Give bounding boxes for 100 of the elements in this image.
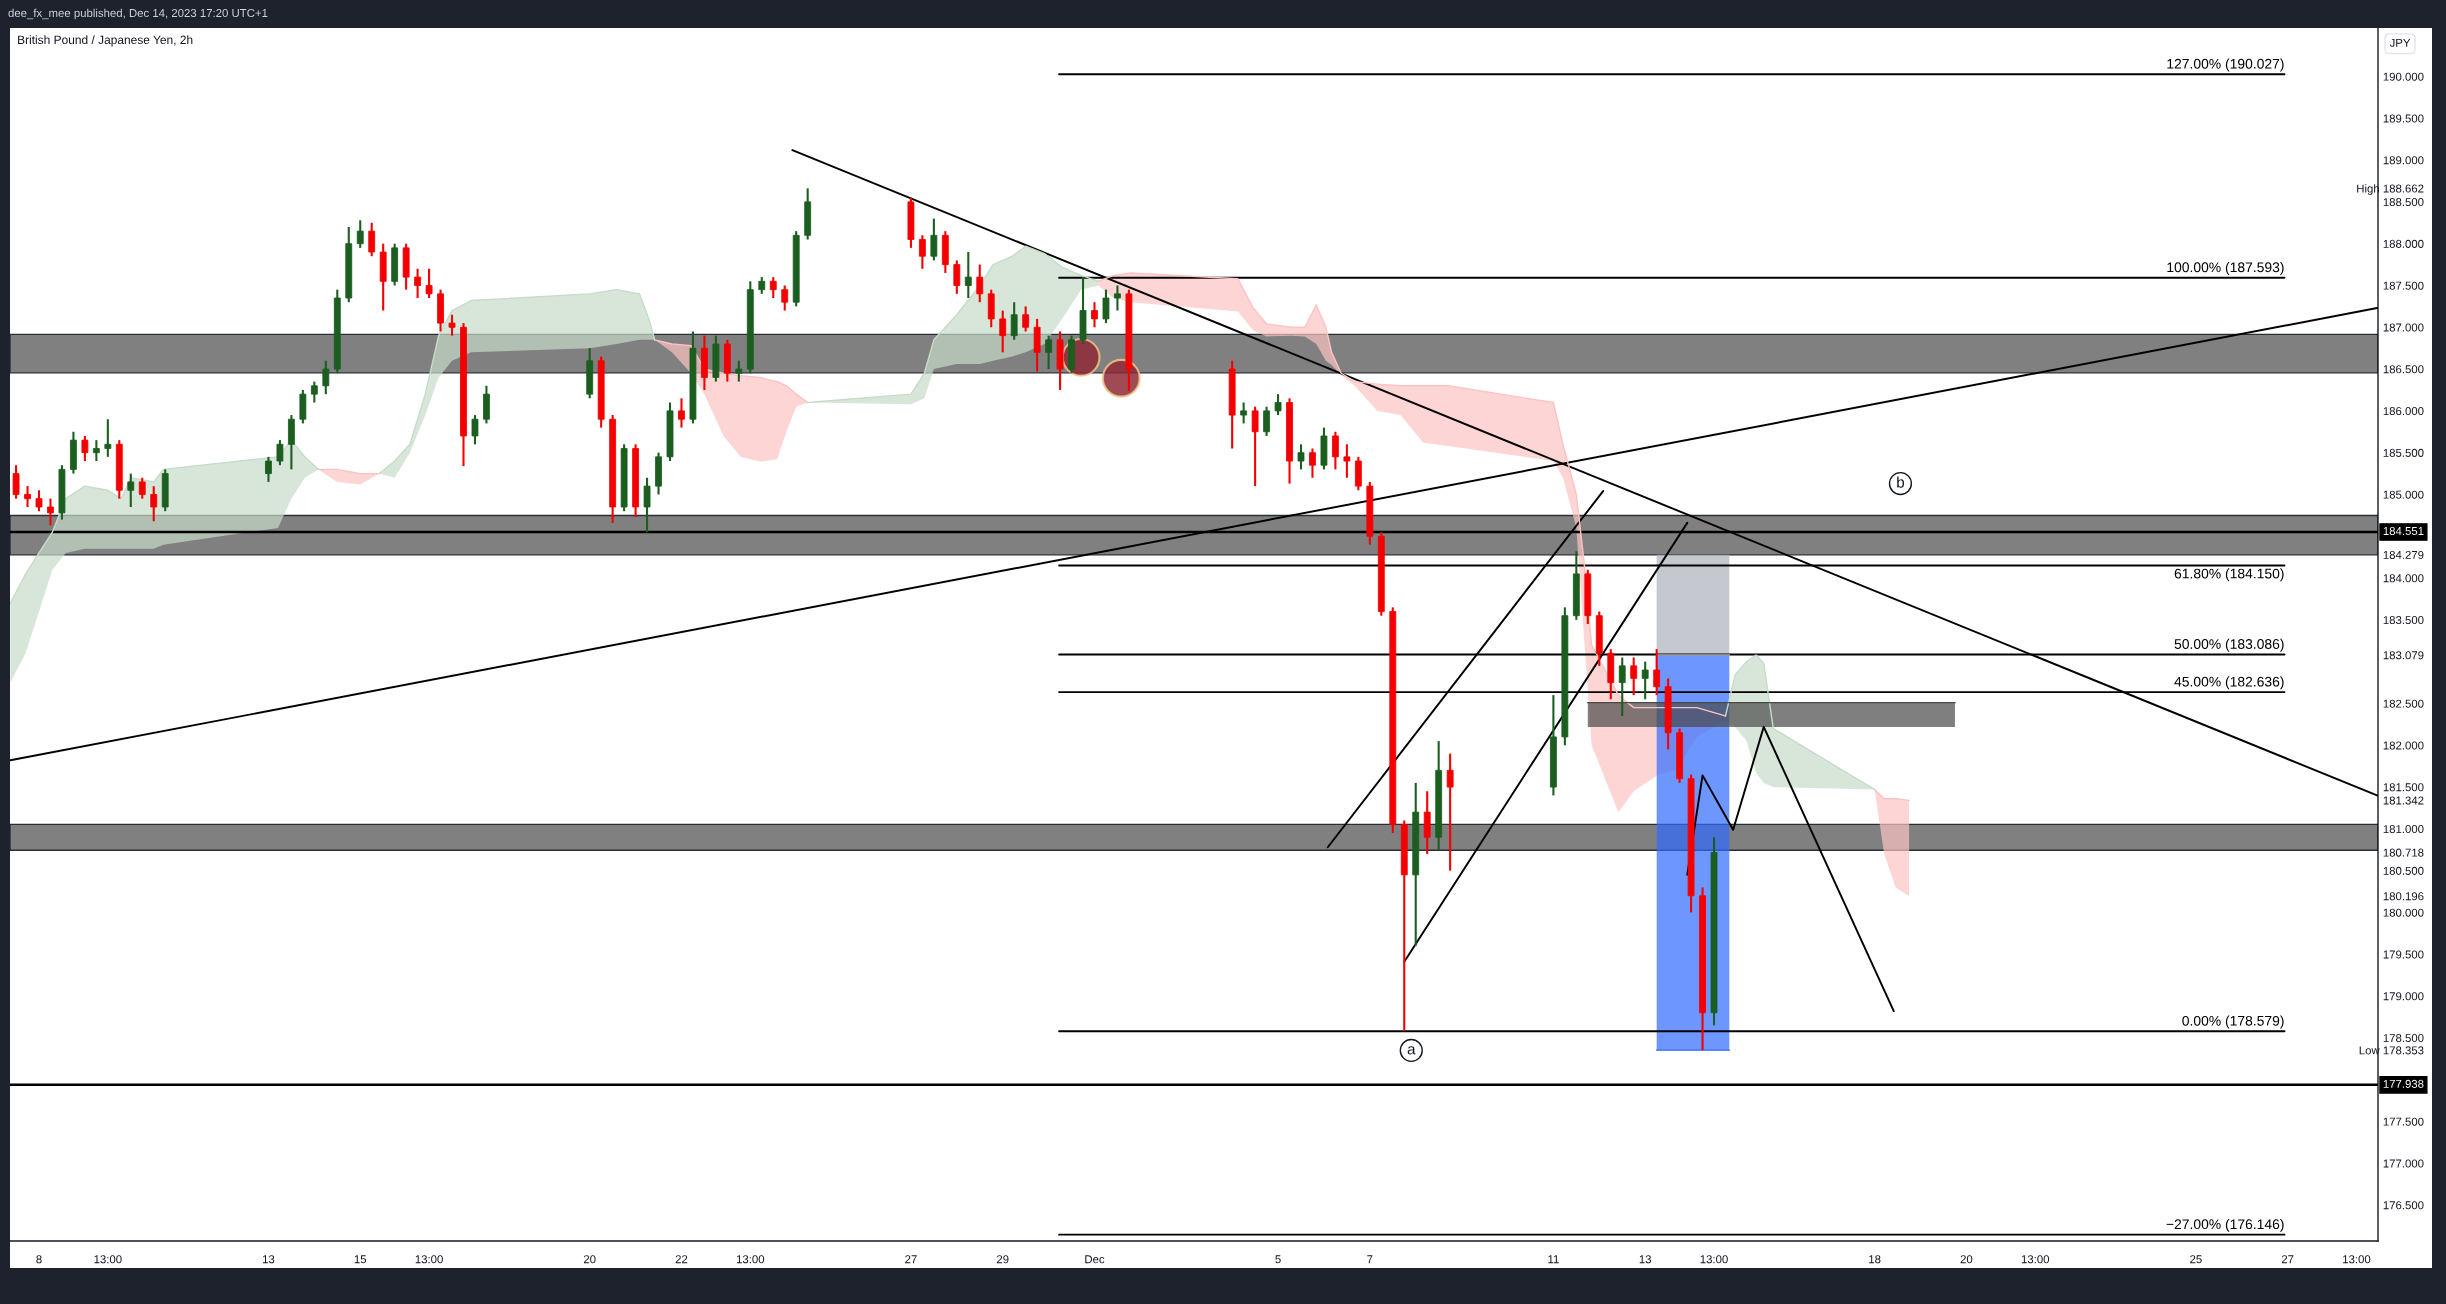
candlestick: [368, 221, 376, 258]
y-tick-label: 189.000: [2383, 156, 2424, 165]
candlestick: [12, 464, 20, 500]
x-tick-label: 8: [36, 1255, 42, 1264]
candlestick: [448, 313, 456, 337]
y-tick-label: 184.000: [2383, 574, 2424, 583]
series-label: 100.00% (187.593): [2167, 261, 2284, 275]
candlestick: [425, 267, 433, 300]
y-tick-label: 180.500: [2383, 866, 2424, 875]
y-tick-label: 180.000: [2383, 908, 2424, 917]
candlestick: [976, 263, 984, 304]
series-label: 50.00% (183.086): [2174, 638, 2284, 652]
y-tick-label: 180.718: [2383, 848, 2424, 857]
candlestick: [1045, 334, 1052, 371]
text: British Pound / Japanese Yen, 2h: [18, 35, 193, 47]
x-tick-label: 15: [354, 1255, 367, 1264]
candlestick: [1263, 405, 1270, 437]
candlestick: [1446, 752, 1454, 872]
y-tick-label: 181.500: [2383, 783, 2424, 792]
candlestick: [81, 434, 89, 463]
candlestick: [1274, 393, 1282, 417]
candlestick: [265, 455, 272, 483]
candlestick: [1630, 656, 1638, 697]
candlestick: [35, 489, 43, 513]
candlestick: [1022, 305, 1030, 333]
series-label: 0.00% (178.579): [2182, 1015, 2284, 1029]
candlestick: [150, 485, 158, 523]
candlestick: [1240, 401, 1248, 425]
series-label: 127.00% (190.027): [2167, 58, 2284, 72]
candlestick: [964, 251, 972, 300]
candlestick: [24, 485, 31, 509]
candlestick: [1297, 443, 1305, 471]
candlestick: [781, 284, 789, 312]
candlestick: [930, 217, 938, 262]
y-tick-label: 189.500: [2383, 114, 2424, 123]
candlestick: [138, 476, 146, 500]
x-tick-label: 13:00: [2343, 1255, 2371, 1264]
y-tick-label: 185.000: [2383, 490, 2424, 499]
y-tick-label: 181.000: [2383, 825, 2424, 834]
x-tick-label: 11: [1548, 1255, 1559, 1264]
candlestick: [643, 476, 651, 534]
y-tick-label: 182.000: [2383, 741, 2424, 750]
series-label: −27.00% (176.146): [2166, 1218, 2284, 1232]
line-series: [1686, 725, 1895, 1013]
y-tick-label: 179.000: [2383, 992, 2424, 1001]
candlestick: [953, 259, 961, 295]
y-tick-label: 186.000: [2383, 407, 2424, 416]
candlestick: [322, 359, 330, 396]
candlestick: [1251, 405, 1259, 488]
y-tick-label: 176.500: [2383, 1201, 2424, 1210]
x-tick-label: 13:00: [1700, 1255, 1728, 1264]
candlestick: [414, 267, 421, 300]
annotation: a: [1407, 1046, 1416, 1055]
candlestick: [1653, 648, 1661, 697]
x-tick-label: 13: [262, 1255, 275, 1264]
candlestick: [471, 414, 479, 446]
candlestick: [276, 439, 284, 467]
y-tick-label: 188.000: [2383, 239, 2424, 248]
candlestick: [919, 234, 926, 270]
candlestick: [769, 276, 777, 300]
y-axis-title: JPY: [2389, 38, 2411, 47]
candlestick: [999, 309, 1007, 354]
y-tick-label: 190.000: [2383, 72, 2424, 81]
candlestick: [1010, 301, 1018, 341]
y-tick-label: 177.500: [2383, 1117, 2424, 1126]
candlestick: [678, 397, 685, 429]
y-tick-label: 183.500: [2383, 616, 2424, 625]
x-tick-label: 7: [1367, 1255, 1373, 1264]
series-label: 45.00% (182.636): [2174, 676, 2284, 690]
y-tick-label: 186.500: [2383, 365, 2424, 374]
candlestick: [127, 472, 135, 509]
x-tick-label: 20: [583, 1255, 596, 1264]
y-tick-label: 187.500: [2383, 281, 2424, 290]
x-tick-label: 18: [1869, 1255, 1881, 1264]
x-tick-label: 27: [905, 1255, 917, 1264]
x-tick-label: 13:00: [736, 1255, 765, 1264]
y-tick-label: 180.196: [2383, 892, 2424, 901]
x-tick-label: 13:00: [2021, 1255, 2050, 1264]
annotation: b: [1897, 476, 1905, 488]
candlestick: [1114, 284, 1121, 312]
x-tick-label: 27: [2281, 1255, 2294, 1264]
candlestick: [356, 219, 364, 249]
x-tick-label: 13:00: [415, 1255, 443, 1264]
x-tick-label: 13:00: [94, 1255, 122, 1264]
y-tick-label: 181.342: [2383, 796, 2424, 805]
ref-line-label: 177.938: [2383, 1079, 2424, 1088]
x-tick-label: 25: [2190, 1255, 2202, 1264]
x-tick-label: 20: [1960, 1255, 1973, 1264]
x-tick-label: 22: [675, 1255, 688, 1264]
y-tick-label: 178.500: [2383, 1034, 2424, 1043]
x-tick-label: Dec: [1085, 1255, 1105, 1264]
candlestick: [1332, 430, 1339, 471]
candlestick: [104, 418, 112, 458]
candlestick: [1309, 447, 1316, 479]
x-tick-label: 5: [1275, 1255, 1281, 1264]
text: dee_fx_mee published, Dec 14, 2023 17:20 UTC+1: [8, 8, 268, 20]
x-tick-label: 13: [1639, 1255, 1652, 1264]
y-tick-label: 184.279: [2383, 550, 2424, 559]
y-tick-label: 177.000: [2383, 1159, 2424, 1168]
y-tick-label: 185.500: [2383, 448, 2424, 457]
